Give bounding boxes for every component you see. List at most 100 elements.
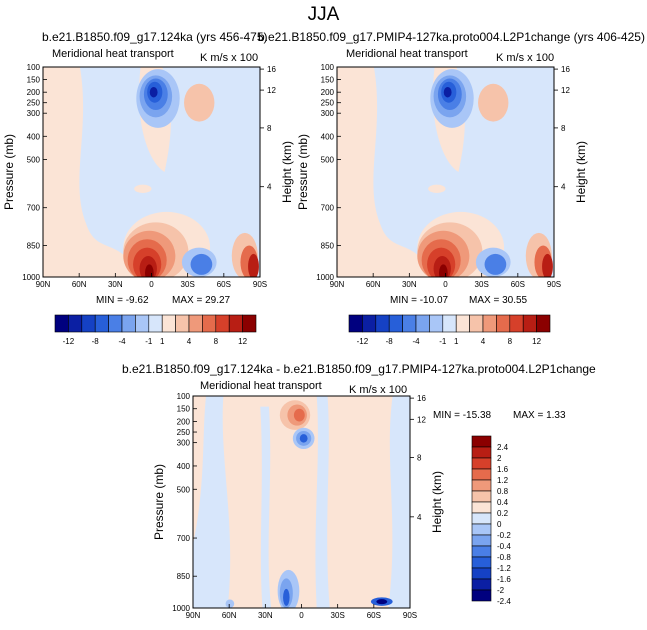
y-tick-label: 150 [177,405,191,414]
colorbar-box [455,314,470,333]
panel1-contour-field [43,67,260,277]
colorbar-box [471,578,492,591]
y2-tick-label: 16 [417,394,426,403]
y-tick-label: 250 [321,99,335,108]
colorbar-box [402,314,417,333]
x-tick-label: 0 [299,611,304,620]
positive-contour [248,253,259,277]
y-tick-label: 500 [27,155,41,164]
panel2-units-label: K m/s x 100 [496,52,555,64]
colorbar-label: 0.8 [497,487,509,496]
colorbar-panel1: -12 -8 -4 -1 1 4 8 12 [54,314,257,346]
y2-tick-label: 4 [417,513,422,522]
x-tick-label: 60N [366,280,381,289]
colorbar-label: 8 [508,337,513,346]
x-tick-label: 30N [402,280,417,289]
colorbar-box [471,589,492,602]
colorbar-panel2: -12 -8 -4 -1 1 4 8 12 [348,314,551,346]
colorbar-box [161,314,176,333]
colorbar-label: 0.4 [497,498,509,507]
x-tick-label: 90S [403,611,417,620]
colorbar-label: 2 [497,454,502,463]
panel1-variable-label: Meridional heat transport [52,48,174,60]
colorbar-label: -0.4 [497,542,511,551]
panel3-variable-label: Meridional heat transport [200,380,322,392]
x-tick-label: 60N [72,280,87,289]
colorbar-label: -1.6 [497,575,511,584]
colorbar-box [471,457,492,470]
y-tick-label: 850 [177,572,191,581]
y-tick-label: 250 [27,99,41,108]
y-tick-label: 200 [321,88,335,97]
y2-tick-label: 8 [267,124,272,133]
colorbar-label: -0.2 [497,531,511,540]
colorbar-box [135,314,150,333]
y-tick-label: 300 [321,109,335,118]
y-tick-label: 850 [27,242,41,251]
colorbar-box [536,314,551,333]
colorbar-box [442,314,457,333]
colorbar-box [471,534,492,547]
page-title: JJA [307,4,340,25]
colorbar-box [471,435,492,448]
colorbar-label: 1.6 [497,465,509,474]
colorbar-label: -8 [386,337,394,346]
positive-region [43,67,141,277]
colorbar-label: -1.2 [497,564,511,573]
positive-contour [542,253,553,277]
colorbar-label: 12 [532,337,541,346]
colorbar-box [522,314,537,333]
colorbar-label: 12 [238,337,247,346]
colorbar-box [471,556,492,569]
colorbar-box [471,567,492,580]
y-tick-label: 1000 [172,604,190,613]
colorbar-box [471,523,492,536]
colorbar-box [108,314,123,333]
colorbar-box [228,314,243,333]
x-tick-label: 90N [36,280,51,289]
colorbar-label: -12 [357,337,369,346]
y-axis-title: Pressure (mb) [296,134,310,210]
x-tick-label: 0 [443,280,448,289]
x-tick-label: 0 [149,280,154,289]
colorbar-box [81,314,96,333]
x-tick-label: 30S [181,280,195,289]
colorbar-box [471,468,492,481]
colorbar-label: 4 [187,337,192,346]
y-tick-label: 1000 [22,273,40,282]
colorbar-label: -8 [92,337,100,346]
colorbar-label: -4 [118,337,126,346]
x-tick-label: 30S [475,280,489,289]
colorbar-box [471,479,492,492]
negative-contour [283,588,290,606]
colorbar-box [471,446,492,459]
colorbar-box [469,314,484,333]
y2-axis-title: Height (km) [280,141,294,203]
negative-contour [190,253,213,275]
panel2-max: MAX = 30.55 [469,295,528,306]
colorbar-box [415,314,430,333]
y-tick-label: 500 [321,155,335,164]
positive-contour [134,184,152,193]
panel3-min: MIN = -15.38 [433,410,492,421]
negative-contour [484,253,507,275]
colorbar-label: -4 [412,337,420,346]
colorbar-panel3: 2.4 2 1.6 1.2 0.8 0.4 0.2 0 -0.2 -0.4 -0.8 -1.2 -1.6… [471,435,511,606]
colorbar-box [429,314,444,333]
y2-tick-label: 12 [561,86,570,95]
colorbar-label: 0 [497,520,502,529]
y2-tick-label: 16 [561,65,570,74]
x-tick-label: 90N [330,280,345,289]
colorbar-label: 2.4 [497,443,509,452]
panel1-min: MIN = -9.62 [96,295,149,306]
colorbar-box [471,512,492,525]
x-tick-label: 60S [511,280,525,289]
colorbar-box [375,314,390,333]
colorbar-box [215,314,230,333]
colorbar-box [54,314,69,333]
colorbar-label: 8 [214,337,219,346]
colorbar-box [496,314,511,333]
panel2-min: MIN = -10.07 [390,295,449,306]
y-tick-label: 100 [321,63,335,72]
